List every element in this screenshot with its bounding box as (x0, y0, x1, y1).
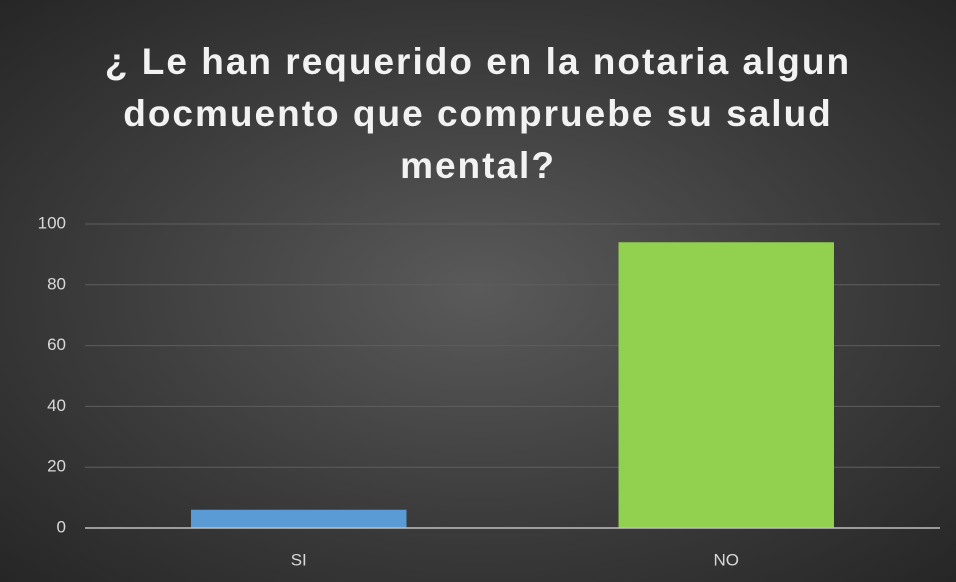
x-tick-label: NO (714, 550, 740, 569)
y-tick-label: 100 (38, 213, 66, 232)
bar (618, 242, 834, 529)
y-tick-label: 20 (47, 457, 66, 476)
bar (191, 509, 407, 528)
chart-title: ¿ Le han requerido en la notaria algun d… (104, 41, 852, 186)
y-tick-label: 40 (47, 396, 66, 415)
y-tick-label: 60 (47, 335, 66, 354)
x-tick-label: SI (291, 550, 307, 569)
y-tick-label: 80 (47, 274, 66, 293)
y-tick-label: 0 (57, 517, 66, 536)
